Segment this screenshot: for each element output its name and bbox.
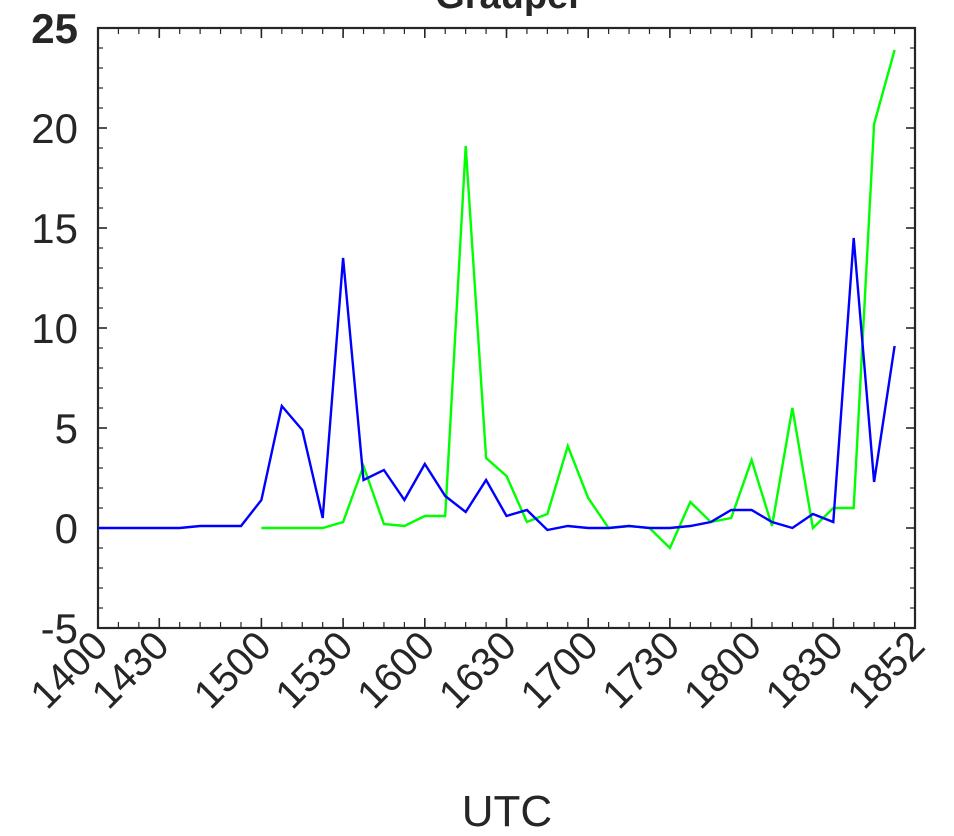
y-tick-label: 20	[31, 105, 78, 152]
series-line-1	[98, 237, 896, 532]
y-tick-label: 0	[55, 505, 78, 552]
y-tick-label: 10	[31, 305, 78, 352]
axes-box	[96, 26, 917, 630]
x-tick-label: 1630	[431, 623, 525, 717]
chart-title: Graupel	[435, 0, 579, 17]
x-tick-label: 1700	[513, 623, 607, 717]
y-tick-label: -5	[41, 605, 78, 652]
y-tick-label: 25	[31, 5, 78, 52]
x-tick-label: 1852	[839, 623, 933, 717]
series-line-0	[261, 49, 896, 551]
x-axis-title: UTC	[462, 787, 552, 836]
x-tick-label: 1600	[349, 623, 443, 717]
x-tick-label: 1730	[594, 623, 688, 717]
y-tick-label: 15	[31, 205, 78, 252]
x-tick-label: 1500	[186, 623, 280, 717]
x-tick-label: 1800	[676, 623, 770, 717]
x-tick-label: 1530	[267, 623, 361, 717]
y-tick-label: 5	[55, 405, 78, 452]
x-tick-label: 1830	[758, 623, 852, 717]
